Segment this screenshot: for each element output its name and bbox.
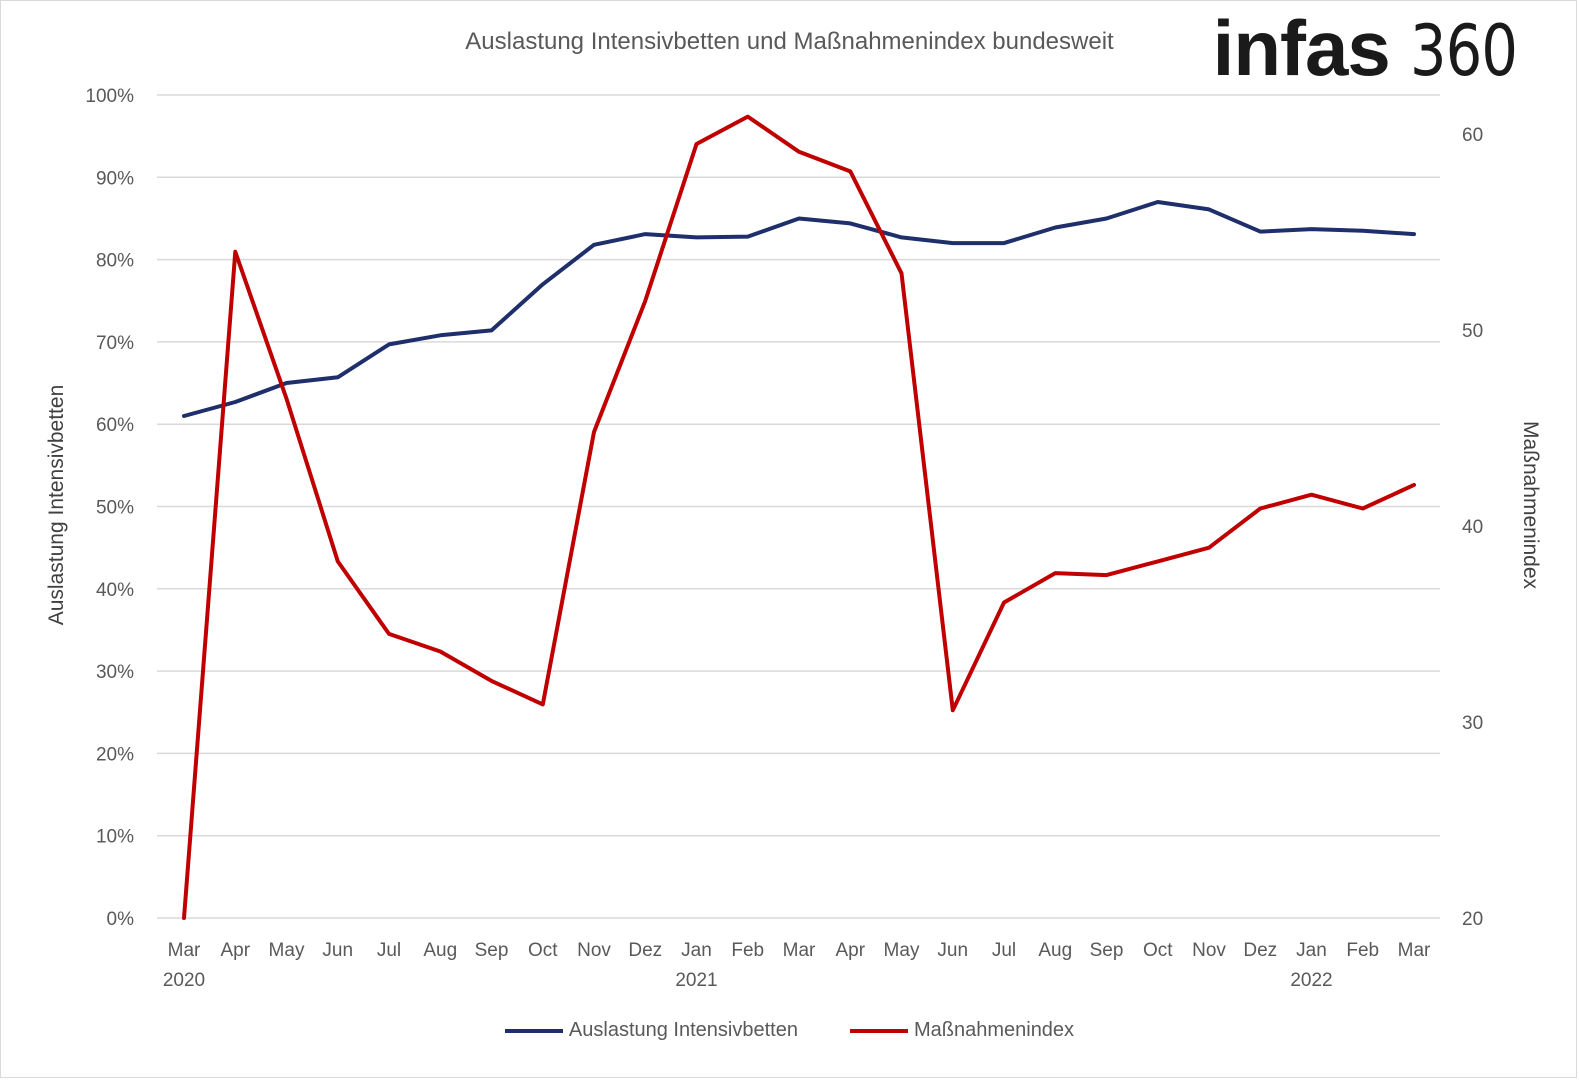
x-tick-label: Jan	[1296, 940, 1327, 961]
x-tick-label: Dez	[1243, 940, 1277, 961]
legend-label-massnahmenindex: Maßnahmenindex	[913, 1019, 1075, 1041]
right-tick-label: 30	[1462, 713, 1483, 734]
left-tick-label: 100%	[85, 86, 134, 107]
left-tick-label: 60%	[96, 415, 134, 436]
legend-swatch-massnahmenindex	[849, 1028, 908, 1033]
chart-title: Auslastung Intensivbetten und Maßnahmeni…	[465, 28, 1114, 55]
x-tick-label: Nov	[1192, 940, 1226, 961]
left-axis-title: Auslastung Intensivbetten	[45, 385, 68, 626]
left-axis-ticks: 0% 10% 20% 30% 40% 50% 60% 70% 80% 90% 100%	[85, 86, 134, 930]
logo-brand: infas	[1212, 4, 1391, 92]
x-tick-label: Dez	[628, 940, 662, 961]
left-tick-label: 40%	[96, 580, 134, 601]
left-tick-label: 70%	[96, 333, 134, 354]
x-tick-label: Jul	[377, 940, 401, 961]
right-tick-label: 40	[1462, 517, 1483, 538]
x-tick-label: Nov	[577, 940, 611, 961]
legend-item-auslastung: Auslastung Intensivbetten	[504, 1019, 798, 1042]
left-tick-label: 80%	[96, 251, 134, 272]
left-tick-label: 0%	[107, 909, 135, 930]
x-tick-label: Apr	[220, 940, 250, 961]
right-axis-title: Maßnahmenindex	[1519, 421, 1542, 590]
series-lines	[182, 114, 1416, 920]
x-tick-label: Apr	[835, 940, 865, 961]
x-tick-label: Feb	[1346, 940, 1379, 961]
series-line-massnahmenindex	[182, 114, 1416, 920]
x-tick-label: May	[269, 940, 305, 961]
x-tick-label: Aug	[1038, 940, 1072, 961]
x-tick-label: Jul	[992, 940, 1016, 961]
left-tick-label: 50%	[96, 498, 134, 519]
year-label: 2022	[1290, 970, 1332, 991]
right-tick-label: 50	[1462, 321, 1483, 342]
year-label: 2020	[163, 970, 205, 991]
legend-swatch-auslastung	[504, 1028, 563, 1033]
gridlines	[157, 94, 1440, 919]
x-tick-label: Sep	[475, 940, 509, 961]
right-tick-label: 20	[1462, 909, 1483, 930]
x-tick-label: May	[884, 940, 920, 961]
x-tick-label: Mar	[1398, 940, 1431, 961]
x-axis-ticks: Mar Apr May Jun Jul Aug Sep Oct Nov Dez Jan Feb Mar A…	[168, 940, 1431, 961]
logo-number: 360	[1410, 10, 1518, 92]
legend-label-auslastung: Auslastung Intensivbetten	[568, 1019, 798, 1041]
left-tick-label: 10%	[96, 827, 134, 848]
legend-item-massnahmenindex: Maßnahmenindex	[849, 1019, 1075, 1042]
x-tick-label: Jan	[681, 940, 712, 961]
legend: Auslastung Intensivbetten Maßnahmenindex	[0, 1019, 1579, 1042]
infas-360-logo: infas 360	[1213, 6, 1541, 93]
x-tick-label: Oct	[1143, 940, 1173, 961]
x-tick-label: Mar	[168, 940, 201, 961]
left-tick-label: 90%	[96, 168, 134, 189]
x-tick-label: Aug	[423, 940, 457, 961]
x-tick-label: Feb	[731, 940, 764, 961]
right-axis-ticks: 20 30 40 50 60	[1462, 125, 1483, 930]
left-tick-label: 30%	[96, 662, 134, 683]
year-label: 2021	[675, 970, 717, 991]
x-tick-label: Jun	[937, 940, 968, 961]
x-tick-label: Jun	[322, 940, 353, 961]
left-tick-label: 20%	[96, 744, 134, 765]
year-labels: 2020 2021 2022	[163, 970, 1333, 991]
x-tick-label: Mar	[783, 940, 816, 961]
right-tick-label: 60	[1462, 125, 1483, 146]
x-tick-label: Sep	[1090, 940, 1124, 961]
series-line-auslastung	[182, 200, 1416, 418]
x-tick-label: Oct	[528, 940, 558, 961]
